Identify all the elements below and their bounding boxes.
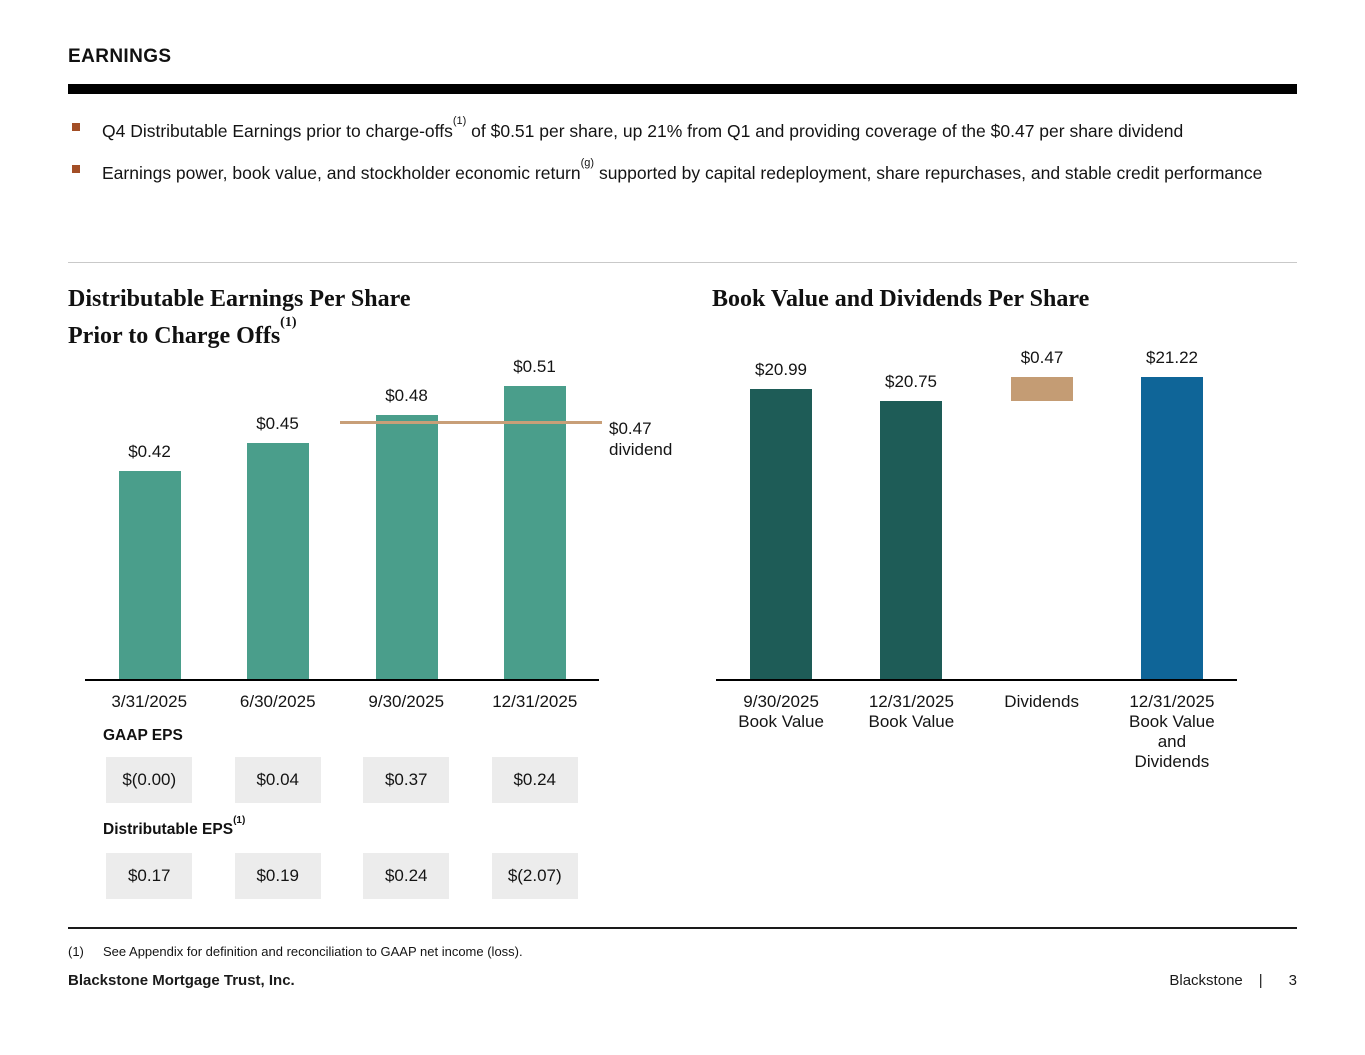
- x-axis-label: 6/30/2025: [239, 692, 316, 711]
- footnote-ref: (g): [580, 156, 595, 169]
- company-name: Blackstone Mortgage Trust, Inc.: [68, 972, 295, 989]
- right-chart-title: Book Value and Dividends Per Share: [712, 286, 1090, 312]
- eps-value-box: $(0.00): [106, 757, 193, 803]
- page-number: 3: [1288, 972, 1297, 989]
- bullet-text: Q4 Distributable Earnings prior to charg…: [102, 120, 453, 141]
- eps-cell: $(2.07): [471, 853, 600, 899]
- footnote-ref: (1): [452, 115, 467, 127]
- x-axis-label: 9/30/2025 Book Value: [738, 692, 824, 731]
- eps-value-box: $0.24: [363, 853, 450, 899]
- x-axis-label: 12/31/2025 Book Value: [868, 692, 955, 731]
- x-axis-label: 12/31/2025 Book Value and Dividends: [1129, 692, 1215, 771]
- bar-value-label: $0.47: [1020, 348, 1064, 367]
- x-axis-label: Dividends: [1004, 692, 1079, 711]
- chart-slot: $20.75: [846, 360, 976, 679]
- eps-value-box: $0.04: [234, 757, 321, 803]
- chart-slot: $21.22: [1107, 348, 1237, 679]
- left-chart-title-line2: Prior to Charge Offs(1): [68, 315, 410, 352]
- book-value-dividends-chart: $20.99 $20.75 $0.47 $21.22: [716, 348, 1237, 681]
- eps-cell: $0.24: [342, 853, 471, 899]
- bar-value-label: $0.51: [513, 357, 556, 376]
- left-chart-title-line2-text: Prior to Charge Offs: [68, 323, 281, 349]
- eps-value-box: $0.24: [491, 757, 578, 803]
- bar-book-value-q4: [880, 401, 942, 679]
- title-underline-bar: [68, 84, 1297, 94]
- bar-dividends-floating: [1011, 377, 1073, 401]
- gaap-eps-row-label: GAAP EPS: [103, 726, 183, 745]
- x-axis-label: 3/31/2025: [111, 692, 188, 711]
- eps-cell: $0.04: [214, 757, 343, 803]
- eps-value-box: $0.37: [363, 757, 450, 803]
- left-chart-x-axis: 3/31/2025 6/30/2025 9/30/2025 12/31/2025: [85, 692, 599, 712]
- distributable-earnings-chart: $0.42 $0.45 $0.48 $0.51 $0.47 dividend: [85, 357, 672, 681]
- bar-q1-earnings: [118, 471, 181, 679]
- dividend-line-label: $0.47 dividend: [609, 419, 673, 459]
- bullet-text: supported by capital redeployment, share…: [594, 162, 1263, 183]
- bar-value-label: $20.99: [755, 360, 807, 379]
- bar-value-label: $20.75: [885, 372, 937, 391]
- chart-slot: $20.99: [716, 360, 846, 679]
- chart-slot: $0.45: [213, 360, 342, 679]
- distributable-eps-row-label: Distributable EPS(1): [103, 815, 245, 839]
- bar-q3-earnings: [375, 415, 438, 679]
- chart-slot: $0.47: [977, 348, 1107, 679]
- bullet-item: Q4 Distributable Earnings prior to charg…: [68, 114, 1276, 145]
- footnote: (1) See Appendix for definition and reco…: [68, 944, 523, 959]
- row-label-text: Distributable EPS: [103, 821, 234, 839]
- footer-row: Blackstone Mortgage Trust, Inc. Blacksto…: [68, 972, 1297, 989]
- bullet-text: of $0.51 per share, up 21% from Q1 and p…: [466, 120, 1184, 141]
- bar-value-label: $0.45: [256, 414, 299, 433]
- x-axis-label: 9/30/2025: [368, 692, 445, 711]
- distributable-eps-row: $0.17 $0.19 $0.24 $(2.07): [85, 853, 599, 899]
- chart-slot: $0.51: [470, 357, 599, 679]
- bar-q4-earnings: [503, 386, 566, 679]
- bar-value-label: $0.42: [128, 442, 171, 461]
- eps-value-box: $0.19: [234, 853, 321, 899]
- gaap-eps-row: $(0.00) $0.04 $0.37 $0.24: [85, 757, 599, 803]
- x-axis-label: 12/31/2025: [492, 692, 578, 711]
- slide-title: EARNINGS: [68, 46, 172, 67]
- brand-name: Blackstone: [1169, 972, 1243, 989]
- left-chart-title: Distributable Earnings Per Share Prior t…: [68, 283, 410, 352]
- eps-value-box: $0.17: [106, 853, 193, 899]
- row-label-text: GAAP EPS: [103, 727, 183, 745]
- bar-q2-earnings: [246, 443, 309, 679]
- eps-cell: $0.19: [214, 853, 343, 899]
- brand-separator: |: [1258, 972, 1263, 989]
- chart-slot: $0.42: [85, 360, 214, 679]
- right-chart-x-axis: 9/30/2025 Book Value 12/31/2025 Book Val…: [716, 692, 1237, 772]
- footnote-marker: (1): [68, 944, 84, 959]
- bullet-text: Earnings power, book value, and stockhol…: [102, 162, 581, 183]
- eps-cell: $0.37: [342, 757, 471, 803]
- eps-cell: $0.17: [85, 853, 214, 899]
- footnote-ref: (1): [233, 815, 246, 826]
- brand-page-group: Blackstone | 3: [1169, 972, 1297, 989]
- eps-value-box: $(2.07): [491, 853, 578, 899]
- bullet-item: Earnings power, book value, and stockhol…: [68, 156, 1276, 187]
- bar-book-value-plus-dividends: [1141, 377, 1203, 679]
- left-chart-title-line1: Distributable Earnings Per Share: [68, 286, 411, 312]
- bar-value-label: $21.22: [1146, 348, 1198, 367]
- footnote-ref: (1): [280, 315, 297, 330]
- eps-cell: $(0.00): [85, 757, 214, 803]
- eps-cell: $0.24: [471, 757, 600, 803]
- dividend-reference-line: [340, 421, 602, 424]
- bar-value-label: $0.48: [385, 386, 428, 405]
- footnote-text: See Appendix for definition and reconcil…: [103, 944, 523, 959]
- footer-rule: [68, 927, 1297, 929]
- bar-book-value-q3: [750, 389, 812, 679]
- bullet-list: Q4 Distributable Earnings prior to charg…: [68, 114, 1276, 198]
- chart-slot: $0.48: [342, 360, 471, 679]
- section-divider: [68, 262, 1297, 263]
